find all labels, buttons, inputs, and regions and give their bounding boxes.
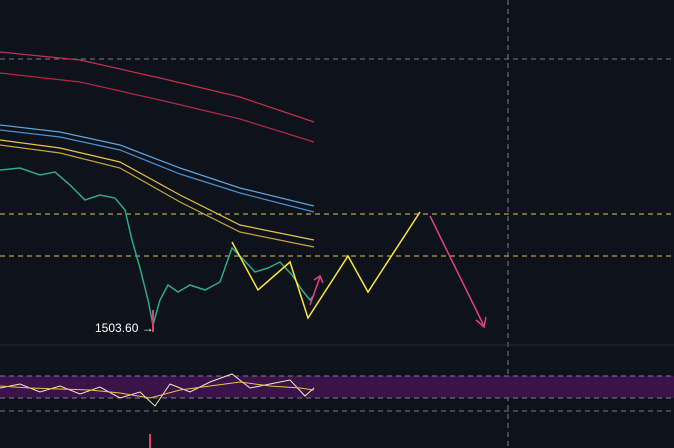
moving-average — [0, 144, 315, 248]
small-arrow — [309, 276, 321, 306]
price-line — [0, 167, 315, 326]
rsi-band — [0, 376, 674, 398]
moving-average — [0, 129, 315, 213]
low-price-label: 1503.60 → — [95, 321, 154, 335]
moving-average — [0, 51, 315, 123]
moving-average — [0, 72, 315, 143]
arrow-head — [313, 274, 324, 284]
moving-average — [0, 139, 315, 241]
arrow-head — [475, 316, 487, 329]
projection-path — [231, 211, 421, 320]
rsi-average — [0, 381, 315, 399]
projection-arrow — [429, 215, 485, 327]
moving-average — [0, 124, 315, 207]
